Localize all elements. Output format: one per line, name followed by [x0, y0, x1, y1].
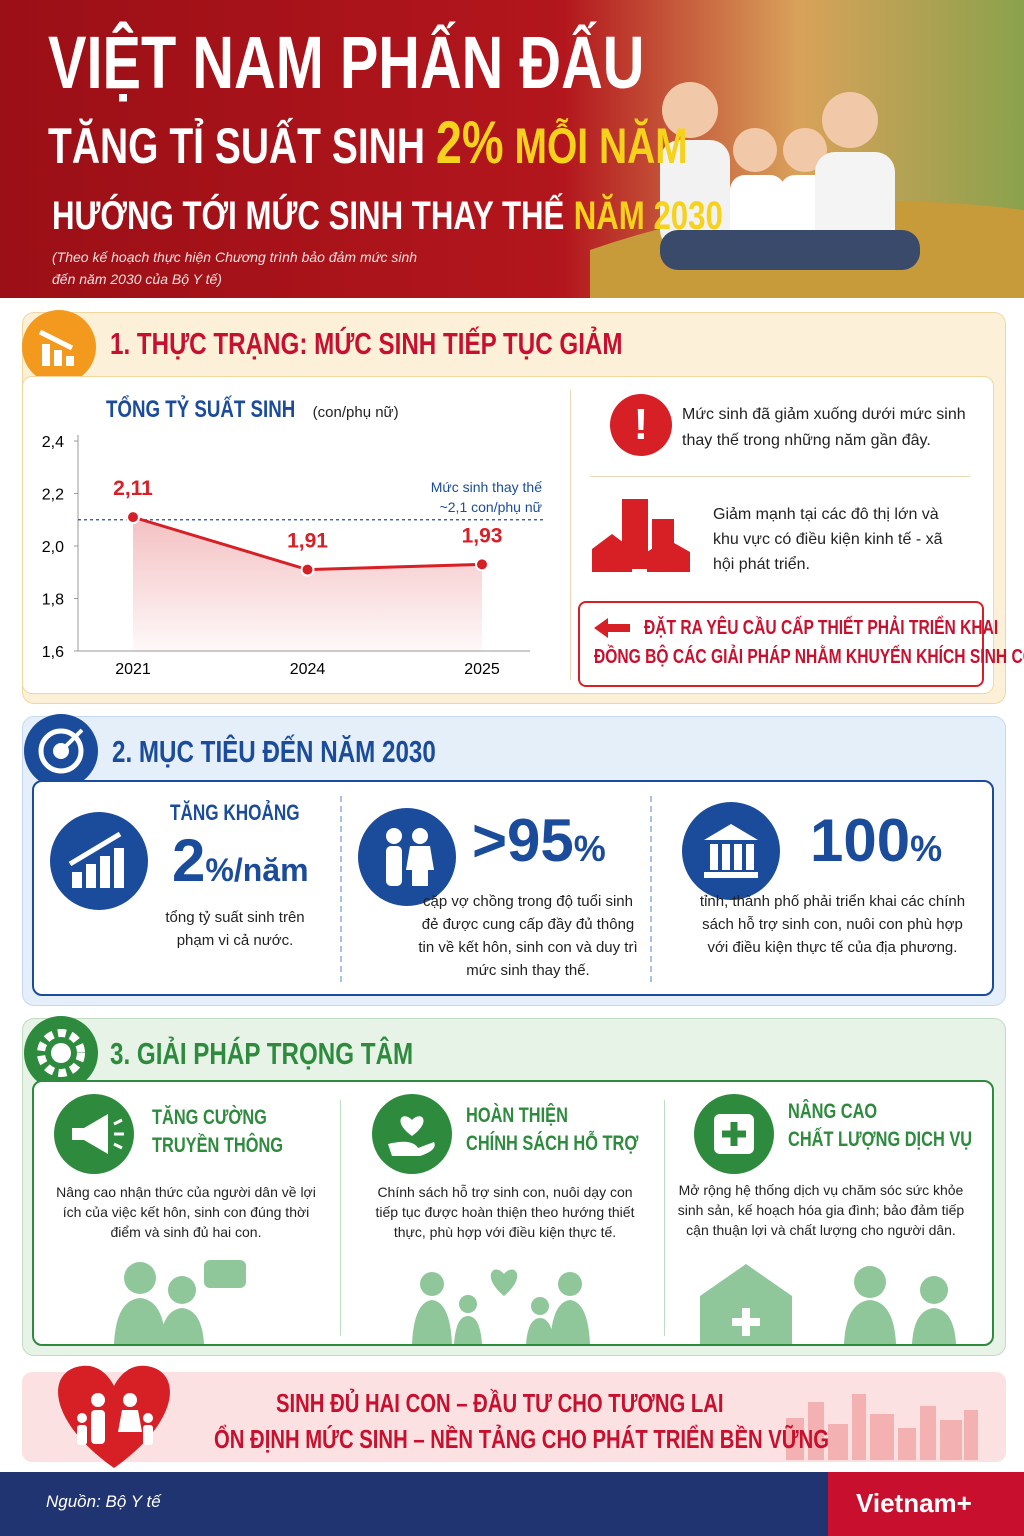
title-line: TRUYỀN THÔNG — [152, 1134, 284, 1157]
title-line: CHÍNH SÁCH HỖ TRỢ — [466, 1132, 639, 1155]
divider — [340, 796, 342, 982]
target-value: >95% — [472, 806, 606, 875]
title-line: NÂNG CAO — [788, 1100, 878, 1123]
people-illustrations — [114, 1260, 956, 1344]
target-number: 2 — [172, 827, 206, 894]
y-tick-label: 2,0 — [42, 539, 64, 556]
title-line2: TĂNG TỈ SUẤT SINH 2% MỖI NĂM — [48, 108, 688, 177]
callout-text: ĐẶT RA YÊU CẦU CẤP THIẾT PHẢI TRIỂN KHAI — [644, 617, 999, 639]
note-line: đến năm 2030 của Bộ Y tế) — [52, 271, 222, 287]
heart-family-icon — [58, 1365, 170, 1468]
callout-box: ĐẶT RA YÊU CẦU CẤP THIẾT PHẢI TRIỂN KHAI… — [578, 601, 1024, 687]
data-label: 1,93 — [462, 524, 503, 547]
solution-title: TĂNG CƯỜNG TRUYỀN THÔNG — [152, 1104, 283, 1160]
health-icon — [694, 1094, 774, 1174]
divider — [570, 390, 571, 680]
target-unit: % — [910, 828, 943, 869]
slogan-line: ỔN ĐỊNH MỨC SINH – NỀN TẢNG CHO PHÁT TRI… — [214, 1424, 830, 1454]
section-icon — [22, 310, 96, 384]
reference-label: ~2,1 con/phụ nữ — [440, 499, 542, 515]
area-fill — [133, 517, 482, 651]
x-tick-label: 2025 — [464, 661, 500, 678]
y-tick-label: 1,8 — [42, 592, 64, 609]
solution-desc: Chính sách hỗ trợ sinh con, nuôi dạy con… — [375, 1184, 635, 1240]
target-value: 2%/năm — [172, 826, 309, 895]
note-line: (Theo kế hoạch thực hiện Chương trình bả… — [52, 249, 418, 265]
target-number: >95 — [472, 807, 574, 874]
section-title: 3. GIẢI PHÁP TRỌNG TÂM — [110, 1036, 414, 1071]
data-point — [300, 562, 315, 577]
callout-text: ĐỒNG BỘ CÁC GIẢI PHÁP NHẰM KHUYẾN KHÍCH … — [594, 646, 1024, 668]
chart-title: TỔNG TỶ SUẤT SINH — [106, 396, 296, 423]
title-line: TĂNG CƯỜNG — [152, 1106, 267, 1129]
title-line: HOÀN THIỆN — [466, 1104, 568, 1127]
target-number: 100 — [810, 807, 911, 874]
megaphone-icon — [54, 1094, 134, 1174]
section-title: 1. THỰC TRẠNG: MỨC SINH TIẾP TỤC GIẢM — [110, 326, 623, 361]
footer-brand-bar — [828, 1472, 1024, 1536]
chart-unit: (con/phụ nữ) — [312, 404, 399, 421]
divider — [664, 1100, 665, 1336]
line-chart: 1,6 1,8 2,0 2,2 2,4 Mức sinh thay thế ~2,1 con… — [42, 434, 545, 678]
source: Nguồn: Bộ Y tế — [46, 1492, 161, 1511]
y-tick-label: 1,6 — [42, 644, 64, 661]
growth-icon — [50, 812, 148, 910]
divider — [590, 476, 970, 477]
target-label: TĂNG KHOẢNG — [170, 800, 300, 825]
title-highlight: 2% — [435, 109, 504, 176]
targets-card — [32, 780, 994, 996]
target-desc: tổng tỷ suất sinh trên phạm vi cả nước. — [165, 909, 305, 949]
y-tick-label: 2,2 — [42, 487, 64, 504]
building-icon — [682, 802, 780, 900]
title-text: MỖI NĂM — [514, 118, 688, 174]
city-skyline — [786, 1394, 978, 1460]
alert-icon: ! — [610, 394, 672, 456]
title-text: HƯỚNG TỚI MỨC SINH THAY THẾ — [52, 194, 565, 238]
slogan-line: SINH ĐỦ HAI CON – ĐẦU TƯ CHO TƯƠNG LAI — [276, 1388, 724, 1418]
x-tick-label: 2024 — [290, 661, 326, 678]
title-highlight: NĂM 2030 — [573, 194, 723, 238]
chart-heading: TỔNG TỶ SUẤT SINH (con/phụ nữ) — [106, 396, 399, 424]
y-tick-label: 2,4 — [42, 434, 64, 451]
target-value: 100% — [810, 806, 942, 875]
solution-title: HOÀN THIỆN CHÍNH SÁCH HỖ TRỢ — [466, 1102, 638, 1158]
care-icon — [372, 1094, 452, 1174]
divider — [340, 1100, 341, 1336]
brand-logo: Vietnam+ — [856, 1488, 972, 1518]
title-text: TĂNG TỈ SUẤT SINH — [48, 118, 425, 174]
title-line: CHẤT LƯỢNG DỊCH VỤ — [788, 1128, 973, 1151]
divider — [650, 796, 652, 982]
data-point — [126, 510, 140, 525]
family-photo — [590, 82, 1024, 298]
couple-icon — [358, 808, 456, 906]
data-point — [475, 557, 489, 572]
section-icon — [24, 1016, 98, 1090]
header: VIỆT NAM PHẤN ĐẤU TĂNG TỈ SUẤT SINH 2% M… — [0, 0, 1024, 298]
city-icon — [592, 499, 690, 572]
solution-title: NÂNG CAO CHẤT LƯỢNG DỊCH VỤ — [788, 1098, 972, 1154]
section-title: 2. MỤC TIÊU ĐẾN NĂM 2030 — [112, 734, 436, 769]
target-desc: cặp vợ chồng trong độ tuổi sinh đẻ được … — [418, 893, 638, 979]
section-icon — [24, 714, 98, 788]
header-note: (Theo kế hoạch thực hiện Chương trình bả… — [52, 246, 417, 290]
status-point: Mức sinh đã giảm xuống dưới mức sinh tha… — [682, 406, 966, 449]
solution-desc: Mở rộng hệ thống dịch vụ chăm sóc sức kh… — [677, 1182, 965, 1238]
target-desc: tỉnh, thành phố phải triển khai các chín… — [699, 893, 966, 956]
data-label: 2,11 — [113, 477, 153, 500]
solutions-card — [32, 1080, 994, 1346]
reference-label: Mức sinh thay thế — [431, 479, 543, 495]
target-unit: %/năm — [205, 852, 309, 888]
data-label: 1,91 — [287, 530, 328, 553]
solution-desc: Nâng cao nhận thức của người dân về lợi … — [56, 1184, 316, 1240]
footer-bar — [0, 1472, 828, 1536]
target-unit: % — [573, 828, 606, 869]
status-point: Giảm mạnh tại các đô thị lớn và khu vực … — [713, 506, 943, 573]
title-line1: VIỆT NAM PHẤN ĐẤU — [48, 21, 645, 104]
title-line3: HƯỚNG TỚI MỨC SINH THAY THẾ NĂM 2030 — [52, 194, 723, 239]
x-tick-label: 2021 — [115, 661, 151, 678]
